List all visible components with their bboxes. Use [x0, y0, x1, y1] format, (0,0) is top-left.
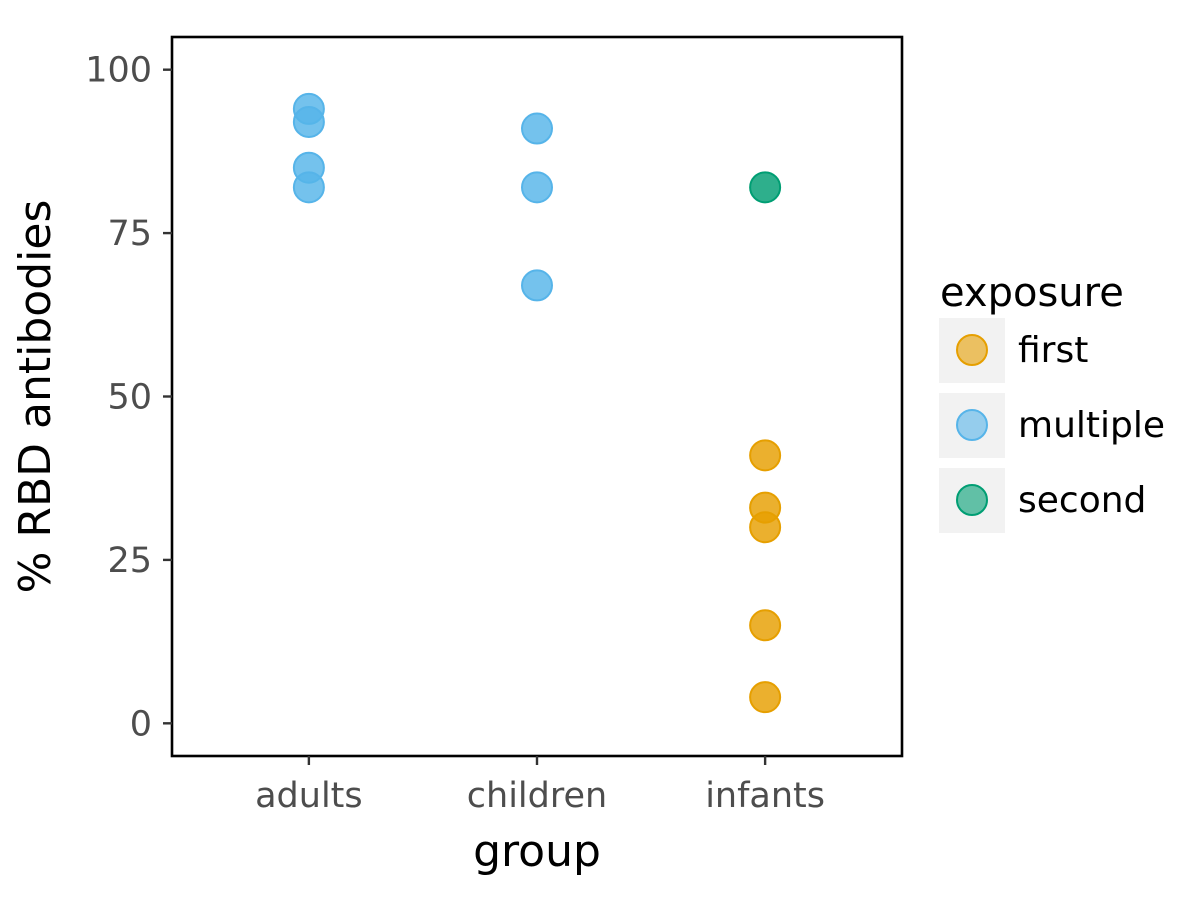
y-axis: 0 25 50 75 100	[85, 51, 172, 744]
legend-label: second	[1018, 480, 1146, 521]
data-point-second	[749, 171, 782, 204]
legend-key-multiple	[956, 409, 988, 441]
x-axis-title: group	[473, 826, 601, 877]
data-point-multiple	[521, 171, 553, 204]
plot-panel	[170, 35, 904, 758]
legend: exposure first multiple second	[939, 270, 1165, 533]
data-point-first	[749, 439, 782, 472]
y-tick-label: 0	[130, 704, 152, 744]
legend-title: exposure	[940, 270, 1124, 316]
data-point-first	[749, 511, 782, 544]
data-point-multiple	[292, 105, 325, 138]
data-point-multiple	[521, 269, 553, 302]
data-point-multiple	[292, 171, 325, 204]
legend-key-first	[956, 334, 988, 366]
y-tick-label: 100	[85, 51, 152, 91]
x-axis: adults children infants	[255, 756, 825, 816]
legend-label: first	[1018, 330, 1088, 371]
x-tick-label: adults	[255, 776, 363, 816]
x-tick-label: infants	[705, 776, 825, 816]
data-points	[292, 92, 782, 714]
data-point-multiple	[521, 112, 553, 145]
y-tick-label: 75	[107, 214, 152, 254]
legend-key-second	[956, 484, 988, 516]
y-tick-label: 25	[107, 541, 152, 581]
data-point-first	[749, 609, 782, 642]
data-point-first	[749, 681, 782, 714]
legend-label: multiple	[1018, 405, 1165, 446]
y-axis-title: % RBD antibodies	[10, 200, 61, 594]
y-tick-label: 50	[107, 378, 152, 418]
plot-border	[170, 35, 904, 758]
x-tick-label: children	[467, 776, 607, 816]
